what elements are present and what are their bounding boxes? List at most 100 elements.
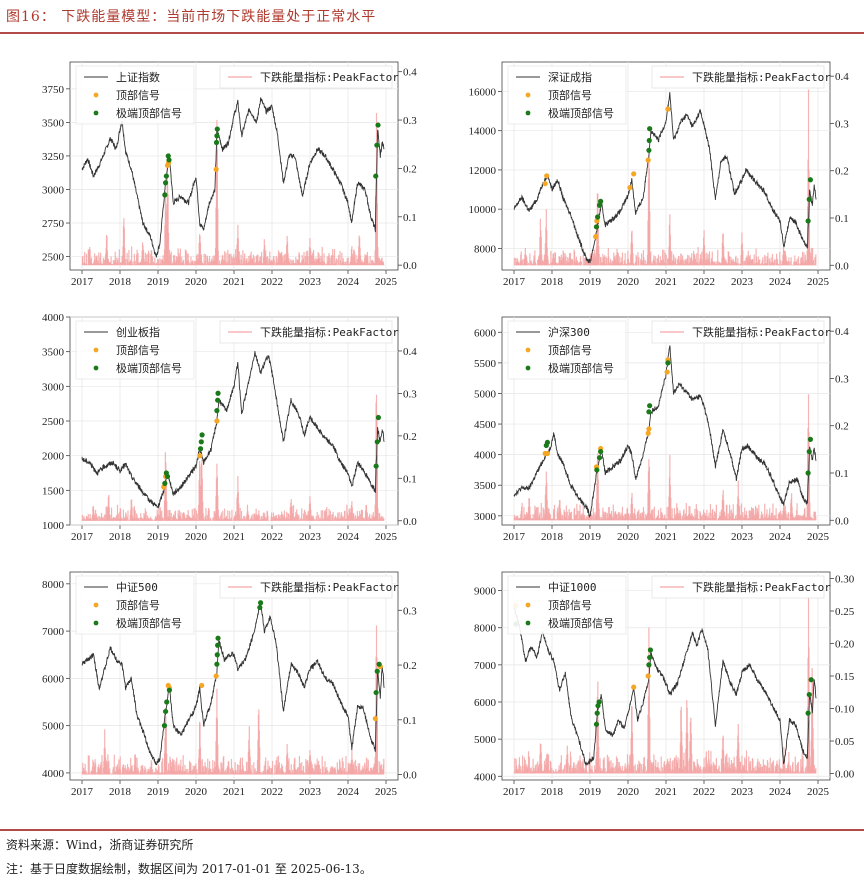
x-tick-label: 2020 (617, 276, 640, 288)
extreme-top-signal-point (215, 642, 221, 648)
price-line (513, 604, 817, 766)
extreme-top-signal-point (166, 157, 172, 163)
legend-box (651, 575, 825, 599)
y-tick-label: 4000 (474, 450, 497, 462)
top-signal-point (627, 184, 633, 191)
x-tick-label: 2019 (147, 786, 170, 798)
extreme-top-signal-point (163, 180, 169, 186)
legend-box (219, 320, 393, 344)
extreme-top-signal-point (165, 153, 171, 159)
top-signal-point (594, 218, 600, 224)
y-tick-label: 3000 (42, 381, 65, 393)
x-tick-label: 2023 (731, 531, 754, 543)
top-signal-point (645, 430, 651, 436)
peak-factor-series (81, 625, 385, 775)
legend-peak-factor-label: 下跌能量指标:PeakFactor (260, 70, 399, 84)
y2-tick-label: 0.10 (835, 704, 855, 716)
extreme-top-signal-point (215, 397, 221, 403)
extreme-top-signal-point (808, 677, 814, 683)
x-tick-label: 2025 (375, 276, 398, 288)
x-tick-label: 2023 (731, 276, 754, 288)
x-tick-label: 2024 (769, 276, 792, 288)
extreme-top-signal-point (594, 467, 600, 473)
chart-svg: 2017 2018 2019 2020 2021 2022 2023 2024 2025 3000… (474, 316, 849, 543)
x-tick-label: 2021 (655, 786, 677, 798)
x-tick-label: 2020 (617, 786, 640, 798)
y2-tick-label: 0.4 (835, 71, 849, 83)
extreme-top-signal-point (373, 689, 379, 696)
y2-tick-label: 0.2 (403, 163, 417, 175)
extreme-top-signal-point (646, 147, 652, 153)
x-tick-label: 2017 (71, 531, 94, 543)
extreme-top-signal-point (164, 473, 171, 480)
y2-tick-label: 0.20 (835, 639, 855, 651)
top-signal-point (214, 418, 220, 424)
data-range-note: 注：基于日度数据绘制，数据区间为 2017-01-01 至 2025-06-13… (6, 862, 372, 876)
extreme-top-signal-point (214, 133, 220, 139)
y-tick-label: 10000 (469, 204, 497, 216)
chart-panel-csi1000: 2017 2018 2019 2020 2021 2022 2023 2024 2025 4000… (432, 565, 864, 820)
extreme-top-signal-point (215, 390, 221, 396)
extreme-top-signal-point (646, 137, 652, 144)
top-signal-point (665, 106, 671, 112)
top-signal-point (542, 181, 548, 187)
x-tick-label: 2021 (223, 531, 245, 543)
extreme-top-signal-point (374, 668, 380, 674)
y2-tick-label: 0.2 (403, 431, 417, 443)
y2-tick-label: 0.1 (403, 473, 417, 485)
extreme-top-signal-point (806, 448, 812, 455)
y2-tick-label: 0.00 (835, 769, 855, 781)
source-note: 资料来源：Wind，浙商证券研究所 (6, 838, 194, 852)
extreme-top-signal-point (593, 224, 600, 230)
x-tick-label: 2017 (71, 276, 94, 288)
x-tick-label: 2024 (337, 276, 360, 288)
chart-panel-sse: 2017 2018 2019 2020 2021 2022 2023 2024 2025 2500… (0, 55, 432, 310)
extreme-top-signal-point (374, 439, 380, 445)
x-tick-label: 2022 (261, 786, 283, 798)
legend-extreme-signal-marker (93, 365, 99, 371)
extreme-top-signal-point (161, 723, 168, 729)
legend-right: 下跌能量指标:PeakFactor (219, 320, 399, 344)
y2-tick-label: 0.1 (403, 715, 417, 727)
extreme-top-signal-point (594, 710, 600, 716)
x-tick-label: 2018 (541, 786, 564, 798)
extreme-top-signal-point (215, 635, 221, 641)
extreme-top-signal-point (197, 446, 204, 452)
top-signal-point (593, 234, 599, 240)
top-signal-point (664, 369, 670, 375)
extreme-top-signal-point (163, 708, 169, 715)
y2-tick-label: 0.4 (403, 346, 417, 358)
y2-tick-label: 0.0 (403, 770, 417, 782)
y-tick-label: 1500 (42, 485, 65, 497)
y2-tick-label: 0.3 (403, 388, 417, 400)
extreme-top-signal-point (198, 439, 204, 445)
legend-top-signal-label: 顶部信号 (116, 343, 160, 357)
extreme-top-signal-point (806, 196, 812, 202)
extreme-top-signal-point (214, 126, 220, 132)
chart-panel-szse: 2017 2018 2019 2020 2021 2022 2023 2024 2025 8000… (432, 55, 864, 310)
x-tick-label: 2021 (223, 786, 245, 798)
y2-tick-label: 0.30 (835, 574, 855, 586)
top-signal-point (645, 157, 651, 163)
x-tick-label: 2019 (147, 531, 170, 543)
y2-tick-label: 0.2 (403, 660, 417, 672)
chart-svg: 2017 2018 2019 2020 2021 2022 2023 2024 2025 4000… (42, 571, 417, 798)
top-signal-point (197, 453, 203, 459)
y-tick-label: 7000 (474, 660, 497, 672)
x-tick-label: 2023 (299, 276, 322, 288)
y2-tick-label: 0.15 (835, 671, 855, 683)
x-tick-label: 2023 (299, 531, 322, 543)
y2-tick-label: 0.0 (835, 260, 849, 272)
y-tick-label: 8000 (474, 623, 497, 635)
x-tick-label: 2022 (693, 531, 715, 543)
extreme-top-signal-point (214, 661, 220, 667)
legend-right: 下跌能量指标:PeakFactor (219, 575, 399, 599)
legend-series-name: 沪深300 (548, 325, 590, 339)
x-tick-label: 2025 (375, 786, 398, 798)
y2-tick-label: 0.3 (835, 373, 849, 385)
legend-extreme-signal-label: 极端顶部信号 (116, 106, 182, 120)
y2-tick-label: 0.3 (835, 118, 849, 130)
